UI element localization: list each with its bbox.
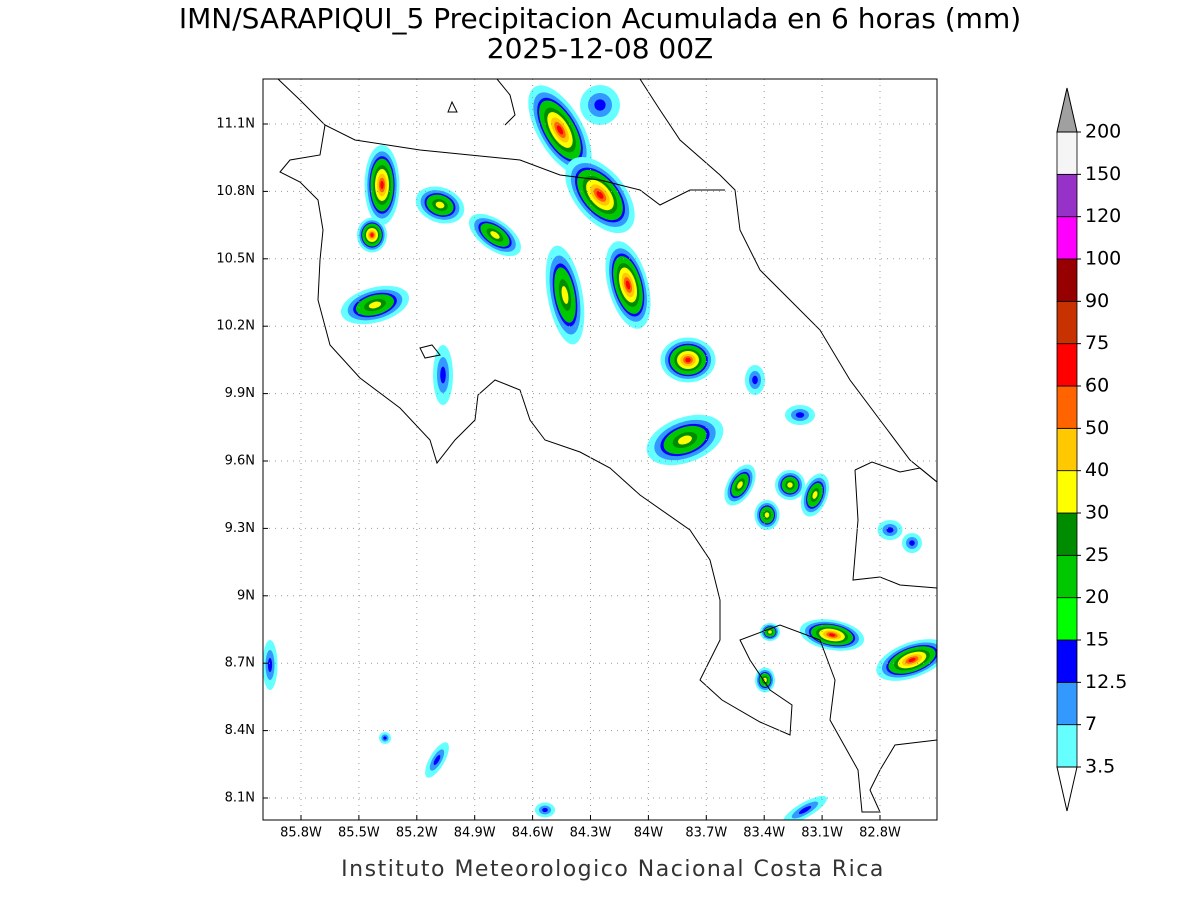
lat-tick-label: 10.8N	[216, 184, 255, 199]
map-title: IMN/SARAPIQUI_5 Precipitacion Acumulada …	[179, 2, 1021, 35]
lat-tick-label: 10.5N	[216, 251, 255, 266]
lat-tick-label: 9.9N	[225, 386, 255, 401]
rain-cell	[580, 85, 620, 125]
lat-tick-label: 9N	[237, 588, 255, 603]
colorbar-segment	[1056, 300, 1078, 345]
colorbar-label: 150	[1085, 163, 1121, 185]
colorbar-label: 25	[1085, 544, 1109, 566]
rain-cell	[877, 520, 903, 540]
grid	[263, 79, 937, 820]
colorbar-over	[1056, 87, 1078, 133]
colorbar-label: 50	[1085, 417, 1109, 439]
axis-ticks: 11.1N 10.8N 10.5N 10.2N 9.9N 9.6N 9.3N 9N 8.7N 8.…	[216, 117, 901, 841]
rain-cell	[754, 500, 780, 530]
colorbar-label: 75	[1085, 332, 1109, 354]
lake-shore	[496, 79, 516, 126]
lon-tick-label: 84.9W	[454, 826, 496, 841]
map-subtitle: 2025-12-08 00Z	[487, 32, 713, 65]
lon-tick-label: 83.1W	[801, 826, 843, 841]
lat-tick-label: 9.3N	[225, 521, 255, 536]
colorbar-label: 7	[1085, 713, 1097, 735]
colorbar: 3.5 7 12.5 15 20 25 30 40 50 60 75 90 100 120 150 200	[1056, 87, 1127, 812]
lon-tick-label: 85.5W	[338, 826, 380, 841]
colorbar-label: 120	[1085, 205, 1121, 227]
colorbar-segment	[1056, 681, 1078, 726]
colorbar-segment	[1056, 131, 1078, 175]
colorbar-label: 60	[1085, 375, 1109, 397]
rain-cell	[775, 470, 805, 500]
panama-border	[852, 461, 937, 589]
colorbar-segment	[1056, 724, 1078, 768]
colorbar-segment	[1056, 173, 1078, 218]
rain-cell	[785, 405, 815, 425]
lon-tick-label: 84W	[634, 826, 664, 841]
lat-tick-label: 11.1N	[216, 117, 255, 132]
rain-cell	[364, 145, 400, 225]
colorbar-segment	[1056, 385, 1078, 429]
rain-cell	[535, 802, 555, 818]
colorbar-label: 200	[1085, 121, 1121, 143]
lat-tick-label: 10.2N	[216, 319, 255, 334]
colorbar-label: 20	[1085, 586, 1109, 608]
coastlines	[277, 79, 937, 813]
colorbar-label: 12.5	[1085, 671, 1127, 693]
rain-cell	[379, 732, 391, 744]
colorbar-label: 30	[1085, 502, 1109, 524]
nicaragua-border	[324, 124, 725, 206]
lon-tick-label: 82.8W	[859, 826, 901, 841]
lat-tick-label: 8.4N	[225, 723, 255, 738]
lat-tick-label: 8.1N	[225, 791, 255, 806]
map-frame	[262, 78, 938, 821]
colorbar-segment	[1056, 470, 1078, 514]
rain-cell	[902, 533, 922, 553]
colorbar-label: 3.5	[1085, 756, 1115, 778]
colorbar-segment	[1056, 512, 1078, 556]
lon-tick-label: 83.7W	[685, 826, 727, 841]
colorbar-segment	[1056, 639, 1078, 683]
rain-cell	[433, 345, 453, 405]
pacific-coast	[277, 79, 937, 813]
colorbar-under	[1056, 766, 1078, 812]
lat-tick-label: 9.6N	[225, 454, 255, 469]
rain-cell	[660, 337, 716, 383]
rain-cell	[263, 640, 278, 690]
colorbar-segment	[1056, 216, 1078, 260]
map-area	[263, 79, 937, 820]
colorbar-segment	[1056, 554, 1078, 599]
lon-tick-label: 84.3W	[570, 826, 612, 841]
colorbar-label: 15	[1085, 629, 1109, 651]
colorbar-segment	[1056, 258, 1078, 302]
lon-tick-label: 83.4W	[743, 826, 785, 841]
caribbean-coast	[639, 79, 937, 483]
colorbar-label: 40	[1085, 459, 1109, 481]
map-footer: Instituto Meteorologico Nacional Costa R…	[341, 857, 885, 882]
colorbar-label: 90	[1085, 290, 1109, 312]
colorbar-label: 100	[1085, 248, 1121, 270]
lon-tick-label: 85.2W	[396, 826, 438, 841]
colorbar-segment	[1056, 427, 1078, 472]
colorbar-segment	[1056, 343, 1078, 387]
lon-tick-label: 84.6W	[512, 826, 554, 841]
lat-tick-label: 8.7N	[225, 656, 255, 671]
islands	[419, 100, 458, 359]
rain-cell	[745, 365, 765, 395]
colorbar-segment	[1056, 597, 1078, 641]
lon-tick-label: 85.8W	[280, 826, 322, 841]
rain-cell	[357, 217, 387, 253]
